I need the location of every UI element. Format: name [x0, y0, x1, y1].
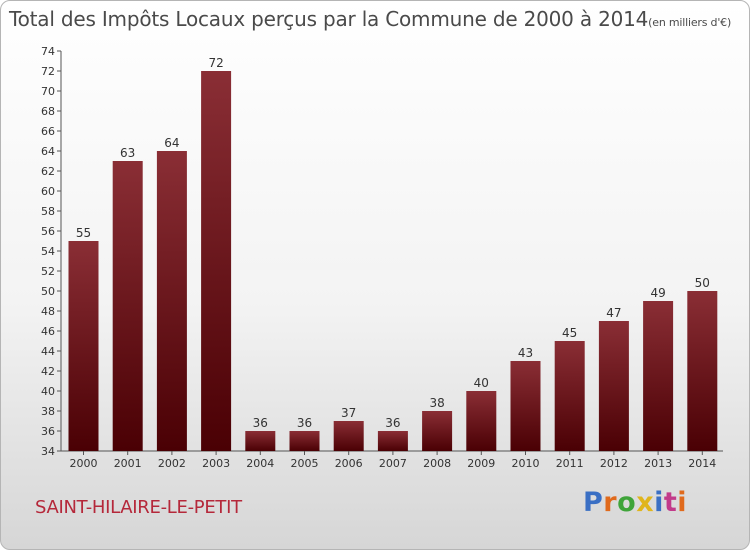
chart-title-unit: (en milliers d'€): [648, 16, 732, 29]
bar: [68, 241, 99, 451]
y-tick-label: 50: [41, 285, 55, 298]
bar: [201, 71, 232, 451]
y-tick-label: 48: [41, 305, 55, 318]
chart-title: Total des Impôts Locaux perçus par la Co…: [9, 7, 731, 31]
x-tick-label: 2002: [158, 457, 186, 470]
x-tick-label: 2006: [335, 457, 363, 470]
x-tick-label: 2008: [423, 457, 451, 470]
logo-letter: P: [583, 487, 604, 518]
y-tick-label: 64: [41, 145, 55, 158]
y-tick-label: 46: [41, 325, 55, 338]
bar: [554, 341, 585, 451]
y-tick-label: 34: [41, 445, 55, 458]
x-tick-label: 2004: [246, 457, 274, 470]
bar: [156, 151, 187, 451]
logo-letter: i: [654, 487, 664, 518]
logo-letter: i: [677, 487, 688, 518]
bar-value-label: 63: [120, 146, 135, 160]
y-tick-label: 38: [41, 405, 55, 418]
y-tick-label: 54: [41, 245, 55, 258]
y-tick-label: 44: [41, 345, 55, 358]
bar-value-label: 49: [650, 286, 665, 300]
bar-value-label: 50: [695, 276, 710, 290]
x-tick-label: 2009: [467, 457, 495, 470]
bar-value-label: 64: [164, 136, 179, 150]
bar: [289, 431, 320, 451]
bar-value-label: 55: [76, 226, 91, 240]
bar: [377, 431, 408, 451]
bar: [643, 301, 674, 451]
bar-value-label: 72: [208, 56, 223, 70]
y-tick-label: 74: [41, 45, 55, 58]
bar-value-label: 40: [474, 376, 489, 390]
y-tick-label: 58: [41, 205, 55, 218]
bar: [422, 411, 453, 451]
x-tick-label: 2012: [600, 457, 628, 470]
bar: [466, 391, 497, 451]
x-tick-label: 2003: [202, 457, 230, 470]
proxiti-logo[interactable]: Proxiti: [583, 487, 687, 518]
commune-name: SAINT-HILAIRE-LE-PETIT: [35, 497, 242, 518]
x-tick-label: 2010: [512, 457, 540, 470]
bar: [510, 361, 541, 451]
logo-letter: x: [636, 487, 655, 518]
bar: [687, 291, 718, 451]
bar: [112, 161, 143, 451]
bar: [245, 431, 276, 451]
y-tick-label: 52: [41, 265, 55, 278]
bar-value-label: 45: [562, 326, 577, 340]
x-tick-label: 2014: [688, 457, 716, 470]
bar-value-label: 37: [341, 406, 356, 420]
x-tick-label: 2011: [556, 457, 584, 470]
chart-title-text: Total des Impôts Locaux perçus par la Co…: [9, 7, 649, 31]
y-tick-label: 62: [41, 165, 55, 178]
y-tick-label: 66: [41, 125, 55, 138]
x-tick-label: 2000: [70, 457, 98, 470]
bar: [598, 321, 629, 451]
bar-value-label: 36: [385, 416, 400, 430]
y-tick-label: 70: [41, 85, 55, 98]
logo-letter: r: [603, 487, 618, 518]
bar: [333, 421, 364, 451]
x-tick-label: 2001: [114, 457, 142, 470]
bar-value-label: 47: [606, 306, 621, 320]
x-tick-label: 2005: [291, 457, 319, 470]
logo-letter: o: [617, 487, 637, 518]
x-tick-label: 2013: [644, 457, 672, 470]
y-tick-label: 68: [41, 105, 55, 118]
bar-value-label: 36: [297, 416, 312, 430]
y-tick-label: 36: [41, 425, 55, 438]
x-tick-label: 2007: [379, 457, 407, 470]
bar-value-label: 43: [518, 346, 533, 360]
logo-letter: t: [663, 487, 678, 518]
bar-value-label: 38: [429, 396, 444, 410]
y-tick-label: 56: [41, 225, 55, 238]
y-tick-label: 42: [41, 365, 55, 378]
y-tick-label: 60: [41, 185, 55, 198]
y-tick-label: 40: [41, 385, 55, 398]
bar-value-label: 36: [253, 416, 268, 430]
y-tick-label: 72: [41, 65, 55, 78]
